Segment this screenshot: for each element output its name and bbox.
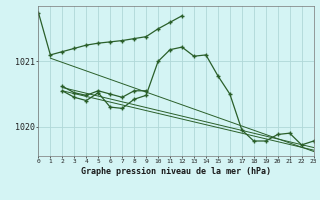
X-axis label: Graphe pression niveau de la mer (hPa): Graphe pression niveau de la mer (hPa)	[81, 167, 271, 176]
